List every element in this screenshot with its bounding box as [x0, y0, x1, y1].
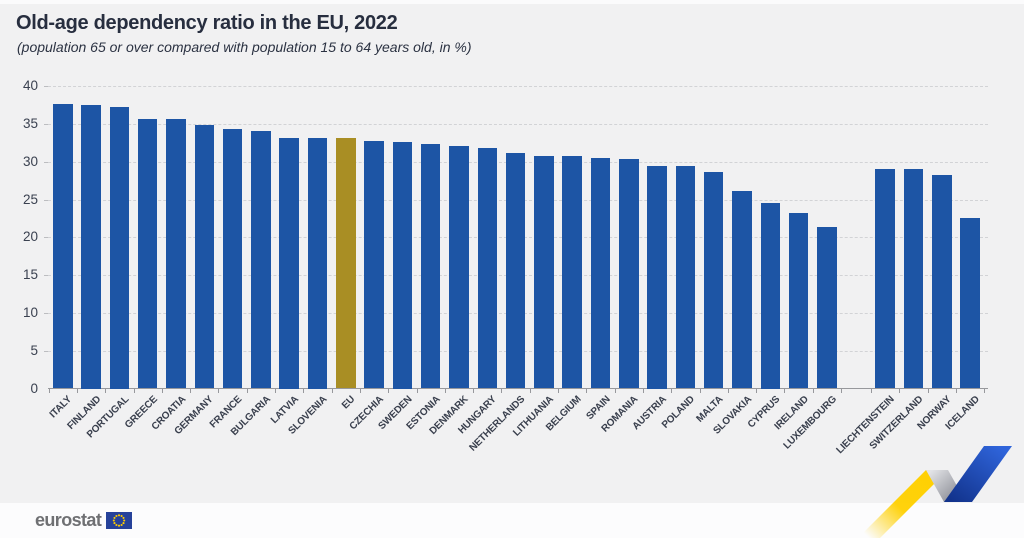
x-axis-tick	[388, 388, 390, 393]
x-axis-tick	[671, 388, 673, 393]
x-axis-tick	[275, 388, 276, 393]
y-axis-label-20: 20	[22, 229, 38, 245]
eu-flag-icon	[106, 512, 133, 529]
y-axis-tick-15	[44, 275, 48, 277]
y-axis-label-10: 10	[22, 304, 38, 320]
x-axis-tick	[642, 388, 644, 393]
bar-portugal	[109, 106, 130, 389]
x-axis-tick	[473, 388, 475, 393]
bar-eu	[336, 138, 356, 389]
footer-bar: eurostat	[0, 503, 1024, 538]
x-axis-tick	[699, 388, 701, 393]
bar-finland	[81, 105, 101, 389]
x-axis-tick	[105, 388, 107, 393]
x-axis-tick	[444, 388, 446, 393]
gridline-35	[48, 123, 988, 125]
x-axis-tick	[955, 388, 957, 393]
x-axis-tick	[984, 388, 986, 393]
bar-lithuania	[534, 155, 554, 389]
x-axis-tick	[784, 388, 786, 393]
x-axis-tick	[359, 388, 361, 393]
x-axis-tick	[841, 388, 842, 393]
y-axis-tick-5	[44, 350, 48, 352]
y-axis-label-25: 25	[22, 191, 38, 207]
y-axis-tick-30	[44, 161, 48, 163]
bar-greece	[137, 118, 158, 389]
y-axis-label-5: 5	[30, 342, 38, 358]
x-axis-tick	[76, 388, 78, 393]
x-axis-tick	[246, 388, 248, 393]
bar-croatia	[166, 119, 186, 389]
bar-czechia	[364, 141, 384, 389]
x-axis-tick	[501, 388, 503, 393]
y-axis-label-0: 0	[30, 380, 38, 396]
x-axis-tick	[927, 388, 929, 393]
bar-poland	[675, 166, 696, 389]
y-axis-label-35: 35	[22, 115, 38, 131]
x-axis-tick	[48, 388, 50, 393]
y-axis-tick-35	[44, 123, 48, 125]
x-axis-tick	[331, 388, 333, 393]
x-axis-tick	[133, 388, 135, 393]
bar-malta	[703, 172, 724, 389]
y-axis-label-30: 30	[22, 153, 38, 169]
x-axis-tick	[812, 388, 814, 393]
bar-austria	[647, 165, 667, 389]
bar-slovenia	[307, 137, 328, 389]
bar-iceland	[960, 217, 980, 389]
x-axis-line	[48, 388, 988, 389]
bar-netherlands	[505, 152, 526, 389]
x-axis-tick	[529, 388, 531, 393]
y-axis-tick-25	[44, 199, 48, 201]
y-axis-tick-40	[44, 86, 48, 88]
bar-romania	[619, 158, 639, 389]
x-axis-tick	[218, 388, 220, 393]
eurostat-logo-text: eurostat	[35, 510, 102, 530]
x-label-eu: EU	[340, 394, 358, 412]
bar-sweden	[392, 142, 413, 389]
gridline-40	[48, 86, 988, 88]
bar-luxembourg	[817, 226, 837, 389]
x-label-italy: ITALY	[48, 394, 75, 421]
bar-hungary	[477, 148, 497, 389]
top-strip	[0, 0, 1024, 4]
bar-italy	[53, 104, 73, 389]
chart-header: Old-age dependency ratio in the EU, 2022…	[16, 12, 472, 55]
bar-bulgaria	[251, 130, 271, 389]
x-axis-tick	[190, 388, 192, 393]
bar-latvia	[279, 137, 299, 389]
x-axis-tick	[614, 388, 616, 393]
chart-subtitle: (population 65 or over compared with pop…	[17, 39, 472, 55]
bar-slovakia	[732, 191, 752, 389]
bar-switzerland	[903, 169, 924, 389]
x-axis-tick	[558, 388, 559, 393]
x-axis-tick	[756, 388, 758, 393]
x-axis-tick	[416, 388, 418, 393]
x-axis-tick	[871, 388, 872, 393]
y-axis-tick-20	[44, 237, 48, 239]
y-axis-label-15: 15	[22, 267, 38, 283]
x-axis-tick	[899, 388, 901, 393]
bar-spain	[590, 157, 611, 389]
bar-denmark	[449, 145, 469, 389]
chart-title: Old-age dependency ratio in the EU, 2022	[16, 12, 398, 34]
eurostat-logo: eurostat	[35, 510, 133, 531]
x-axis-tick	[303, 388, 305, 393]
x-axis-tick	[161, 388, 163, 393]
bar-france	[222, 129, 243, 389]
x-axis-tick	[586, 388, 588, 393]
bar-norway	[932, 175, 952, 389]
bar-liechtenstein	[875, 169, 895, 389]
y-axis-tick-10	[44, 312, 48, 314]
bar-germany	[194, 124, 214, 389]
bar-estonia	[420, 144, 441, 389]
x-axis-tick	[727, 388, 729, 393]
bar-cyprus	[760, 202, 780, 389]
bar-belgium	[562, 156, 582, 389]
y-axis-label-40: 40	[22, 78, 38, 94]
bar-ireland	[788, 213, 809, 389]
